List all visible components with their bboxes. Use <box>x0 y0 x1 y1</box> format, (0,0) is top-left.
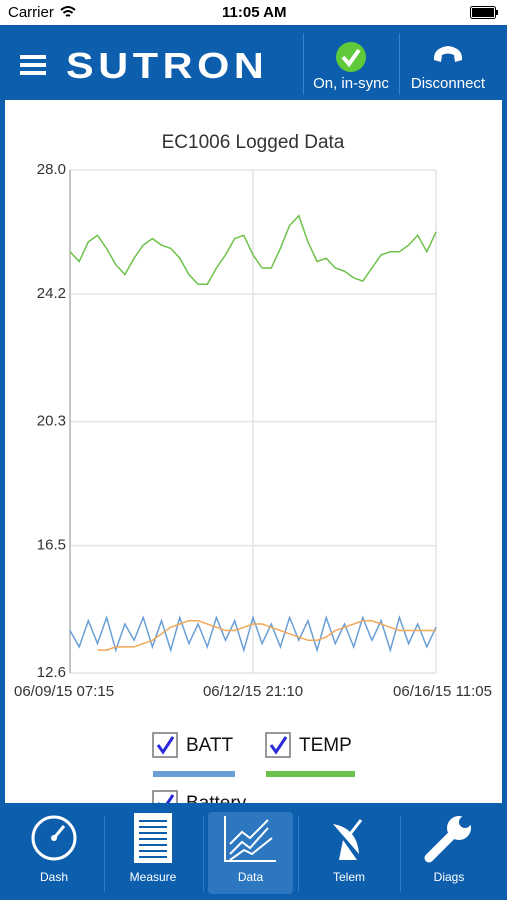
tab-label: Dash <box>39 870 68 884</box>
brand-logo: SUTRON <box>66 45 269 86</box>
battery-icon <box>470 6 498 19</box>
telem-icon <box>333 819 363 860</box>
data-icon <box>224 816 276 862</box>
wifi-icon <box>60 6 76 17</box>
legend-swatch <box>266 771 355 777</box>
legend-check <box>158 794 175 803</box>
series-line <box>69 614 437 653</box>
legend-checkbox[interactable] <box>265 732 291 758</box>
legend-check <box>269 736 288 755</box>
legend-label: Battery <box>186 793 247 803</box>
legend-swatch <box>153 771 235 777</box>
series-line <box>69 214 437 286</box>
sync-label: On, in-sync <box>313 75 389 92</box>
content-panel: EC1006 Logged Data 12.6 16.5 20.3 24.2 28.0 0… <box>5 100 502 803</box>
legend-checkbox[interactable] <box>152 732 178 758</box>
tab-label: Diags <box>433 870 465 884</box>
x-tick-label: 06/09/15 07:15 <box>14 683 114 700</box>
disconnect-label: Disconnect <box>410 75 486 92</box>
measure-icon <box>134 813 172 863</box>
legend-label: TEMP <box>299 735 352 756</box>
tab-dash[interactable]: Dash <box>6 808 102 900</box>
diags-icon <box>424 816 471 863</box>
clock: 11:05 AM <box>222 4 287 21</box>
legend-check <box>156 736 175 755</box>
chart-title: EC1006 Logged Data <box>162 132 345 153</box>
tab-diags[interactable]: Diags <box>401 808 497 900</box>
tab-label: Telem <box>332 870 365 884</box>
tab-label: Data <box>237 870 264 884</box>
dash-icon <box>31 815 77 861</box>
phone-icon <box>433 46 463 62</box>
app-header: SUTRON On, in-sync Disconnect <box>0 25 507 100</box>
sync-status[interactable]: On, in-sync <box>304 25 398 100</box>
y-tick-label: 28.0 <box>37 161 66 178</box>
tab-bar: Dash Measure Data Telem Diags <box>0 808 507 900</box>
series-line <box>97 619 436 651</box>
tab-measure[interactable]: Measure <box>105 808 201 900</box>
tab-data[interactable]: Data <box>208 812 293 894</box>
y-tick-label: 24.2 <box>37 285 66 302</box>
sync-icon <box>336 42 366 72</box>
menu-button[interactable] <box>20 55 46 75</box>
tab-telem[interactable]: Telem <box>300 808 398 900</box>
tab-label: Measure <box>129 870 177 884</box>
disconnect-button[interactable]: Disconnect <box>400 25 496 100</box>
y-tick-label: 12.6 <box>37 664 66 681</box>
x-tick-label: 06/12/15 21:10 <box>203 683 303 700</box>
status-bar: Carrier 11:05 AM <box>0 0 507 25</box>
x-tick-label: 06/16/15 11:05 <box>393 683 492 700</box>
y-tick-label: 20.3 <box>37 412 66 429</box>
legend-label: BATT <box>186 735 234 756</box>
chart: EC1006 Logged Data 12.6 16.5 20.3 24.2 28.0 0… <box>14 132 492 803</box>
carrier: Carrier <box>8 4 54 21</box>
y-tick-label: 16.5 <box>37 537 66 554</box>
